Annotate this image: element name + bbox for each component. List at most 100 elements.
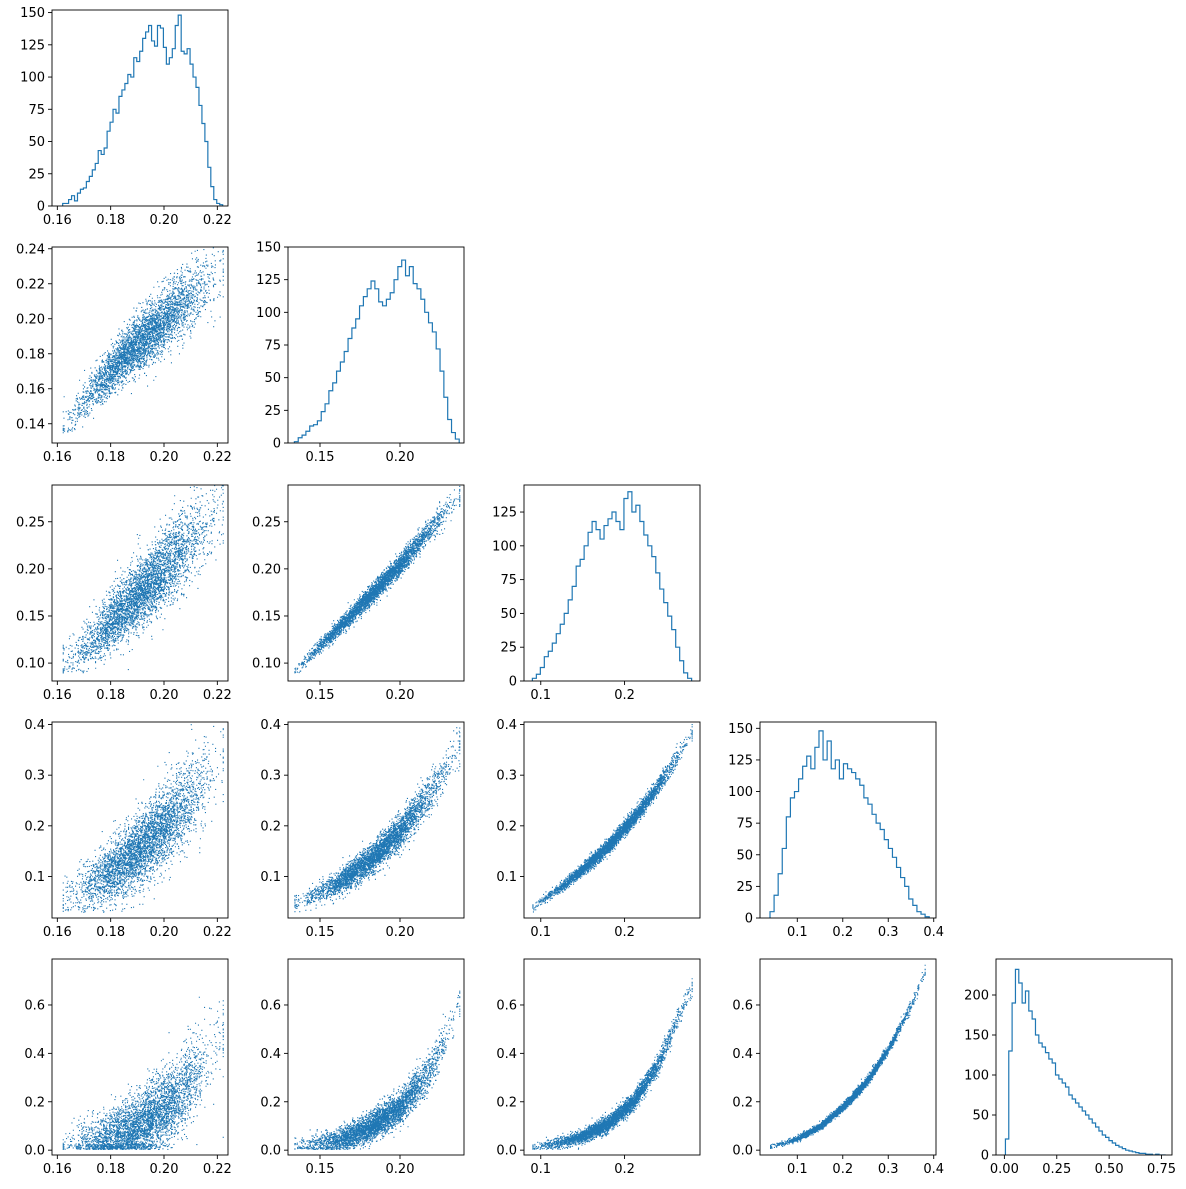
y-tick-label: 0.6 — [260, 998, 281, 1013]
y-tick-label: 0 — [37, 200, 45, 215]
x-tick-label: 0.20 — [150, 213, 179, 228]
histogram-marks — [1004, 968, 1166, 1155]
scatter-points — [62, 247, 224, 434]
x-tick-label: 0.75 — [1147, 1162, 1176, 1177]
x-tick-label: 0.18 — [96, 925, 125, 940]
y-tick-label: 0.4 — [496, 1047, 517, 1062]
scatter-marks — [62, 724, 224, 913]
x-tick-label: 0.16 — [43, 925, 72, 940]
histogram-marks — [769, 730, 930, 918]
scatter-points — [532, 978, 693, 1150]
y-tick-label: 50 — [736, 848, 753, 863]
y-tick-label: 0.3 — [260, 769, 281, 784]
y-tick-label: 0.0 — [24, 1144, 45, 1159]
x-tick-label: 0.1 — [530, 1162, 551, 1177]
y-tick-label: 125 — [20, 38, 45, 53]
x-tick-label: 0.18 — [96, 450, 125, 465]
y-tick-label: 75 — [28, 103, 45, 118]
y-tick-label: 0.1 — [496, 870, 517, 885]
y-tick-label: 0.24 — [16, 242, 45, 257]
axes-frame — [759, 958, 937, 1156]
panel-r0-c0: 0.16 0.18 0.20 0.22 0 25 50 75 100 125 150 — [20, 6, 232, 228]
x-tick-label: 0.20 — [150, 450, 179, 465]
y-tick-label: 200 — [964, 989, 989, 1004]
y-tick-label: 0.2 — [24, 1095, 45, 1110]
axes-frame — [523, 721, 701, 919]
axes-frame — [51, 246, 229, 444]
panel-r3-c1: 0.15 0.20 0.1 0.2 0.3 0.4 — [260, 718, 465, 940]
y-tick-label: 0.15 — [16, 609, 45, 624]
x-tick-label: 0.22 — [203, 688, 232, 703]
y-tick-label: 50 — [972, 1109, 989, 1124]
axes-frame — [995, 958, 1173, 1156]
y-tick-label: 50 — [28, 135, 45, 150]
x-tick-label: 0.22 — [203, 213, 232, 228]
axes-frame — [51, 484, 229, 682]
x-tick-label: 0.18 — [96, 688, 125, 703]
y-tick-label: 125 — [492, 506, 517, 521]
scatter-marks — [532, 978, 693, 1150]
y-tick-label: 0.1 — [24, 870, 45, 885]
x-tick-label: 0.1 — [787, 1162, 808, 1177]
x-tick-label: 0.4 — [923, 925, 944, 940]
y-tick-label: 0.4 — [496, 718, 517, 733]
y-tick-label: 0.2 — [496, 819, 517, 834]
y-tick-label: 150 — [20, 6, 45, 21]
y-tick-label: 0.6 — [24, 998, 45, 1013]
y-tick-label: 0.22 — [16, 277, 45, 292]
x-tick-label: 0.20 — [150, 688, 179, 703]
panel-r2-c2: 0.1 0.2 0 25 50 75 100 125 — [492, 484, 701, 703]
panel-r2-c0: 0.16 0.18 0.20 0.22 0.10 0.15 0.20 0.25 — [16, 484, 232, 703]
scatter-points — [294, 485, 461, 674]
scatter-marks — [62, 247, 224, 434]
x-tick-label: 0.20 — [386, 450, 415, 465]
panel-r4-c3: 0.1 0.2 0.3 0.4 0.0 0.2 0.4 0.6 — [732, 958, 944, 1177]
x-tick-label: 0.15 — [306, 450, 335, 465]
y-tick-label: 125 — [728, 753, 753, 768]
y-tick-label: 0.10 — [252, 657, 281, 672]
y-tick-label: 0.4 — [260, 1047, 281, 1062]
y-tick-label: 0.25 — [16, 515, 45, 530]
y-tick-label: 0.2 — [260, 819, 281, 834]
scatter-points — [62, 996, 224, 1150]
y-tick-label: 125 — [256, 273, 281, 288]
y-tick-label: 0.4 — [24, 718, 45, 733]
histogram-step-line — [1004, 968, 1166, 1155]
axes-frame — [287, 721, 465, 919]
panel-r4-c0: 0.16 0.18 0.20 0.22 0.0 0.2 0.4 0.6 — [24, 958, 232, 1177]
y-tick-label: 150 — [964, 1029, 989, 1044]
panel-r3-c2: 0.1 0.2 0.1 0.2 0.3 0.4 — [496, 718, 701, 940]
x-tick-label: 0.18 — [96, 213, 125, 228]
x-tick-label: 0.00 — [990, 1162, 1019, 1177]
y-tick-label: 0.18 — [16, 347, 45, 362]
axes-frame — [523, 484, 701, 682]
scatter-marks — [62, 996, 224, 1150]
y-tick-label: 0.20 — [16, 312, 45, 327]
y-tick-label: 0.3 — [24, 769, 45, 784]
y-tick-label: 0.15 — [252, 609, 281, 624]
y-tick-label: 150 — [728, 722, 753, 737]
axes-frame — [51, 9, 229, 207]
y-tick-label: 0.3 — [496, 769, 517, 784]
y-tick-label: 0.0 — [496, 1144, 517, 1159]
x-tick-label: 0.15 — [306, 1162, 335, 1177]
x-tick-label: 0.20 — [386, 1162, 415, 1177]
x-tick-label: 0.1 — [530, 688, 551, 703]
histogram-step-line — [293, 259, 460, 443]
y-tick-label: 50 — [500, 607, 517, 622]
panel-r2-c1: 0.15 0.20 0.10 0.15 0.20 0.25 — [252, 484, 465, 703]
y-tick-label: 0.2 — [496, 1095, 517, 1110]
y-tick-label: 0.14 — [16, 417, 45, 432]
scatter-points — [294, 990, 461, 1150]
y-tick-label: 75 — [736, 817, 753, 832]
x-tick-label: 0.2 — [614, 925, 635, 940]
x-tick-label: 0.3 — [878, 1162, 899, 1177]
scatter-points — [62, 724, 224, 913]
histogram-marks — [293, 259, 460, 443]
x-tick-label: 0.2 — [832, 1162, 853, 1177]
y-tick-label: 0.4 — [260, 718, 281, 733]
y-tick-label: 0.0 — [732, 1144, 753, 1159]
x-tick-label: 0.20 — [386, 688, 415, 703]
x-tick-label: 0.15 — [306, 688, 335, 703]
y-tick-label: 0.25 — [252, 515, 281, 530]
